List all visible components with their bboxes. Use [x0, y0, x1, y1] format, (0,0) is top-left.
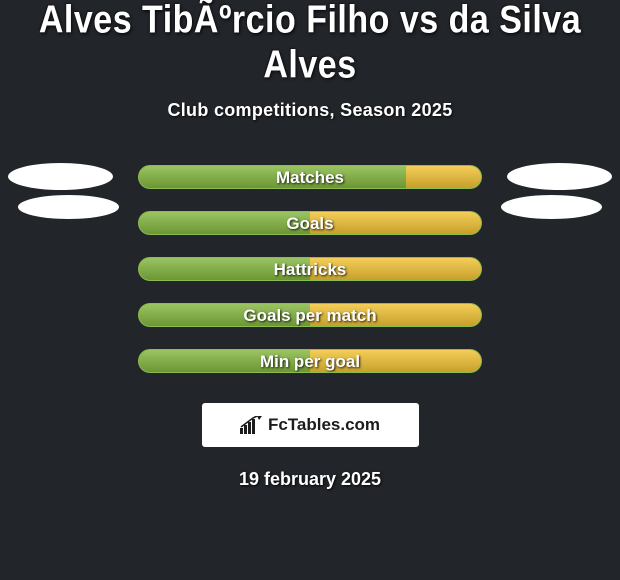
stat-label: Goals per match: [139, 304, 481, 326]
stat-row: 00Goals: [0, 211, 620, 235]
bar-chart-icon: [240, 416, 262, 434]
decor-ellipse: [8, 163, 113, 190]
brand-badge[interactable]: FcTables.com: [202, 403, 419, 447]
stats-rows: 82Matches 00Goals 00Hattricks Goals per mat…: [0, 165, 620, 373]
stat-bar: 82Matches: [138, 165, 482, 189]
stat-bar: Goals per match: [138, 303, 482, 327]
stat-row: Min per goal: [0, 349, 620, 373]
stat-row: 82Matches: [0, 165, 620, 189]
subtitle: Club competitions, Season 2025: [0, 100, 620, 121]
comparison-card: Alves TibÃºrcio Filho vs da Silva Alves …: [0, 0, 620, 490]
stat-row: Goals per match: [0, 303, 620, 327]
stat-label: Min per goal: [139, 350, 481, 372]
stat-label: Hattricks: [139, 258, 481, 280]
date-label: 19 february 2025: [0, 469, 620, 490]
decor-ellipse: [507, 163, 612, 190]
stat-bar: 00Goals: [138, 211, 482, 235]
decor-ellipse: [18, 195, 119, 219]
stat-bar: 00Hattricks: [138, 257, 482, 281]
stat-label: Matches: [139, 166, 481, 188]
stat-bar: Min per goal: [138, 349, 482, 373]
stat-row: 00Hattricks: [0, 257, 620, 281]
decor-ellipse: [501, 195, 602, 219]
stat-label: Goals: [139, 212, 481, 234]
brand-text: FcTables.com: [268, 415, 380, 435]
page-title: Alves TibÃºrcio Filho vs da Silva Alves: [0, 0, 620, 88]
